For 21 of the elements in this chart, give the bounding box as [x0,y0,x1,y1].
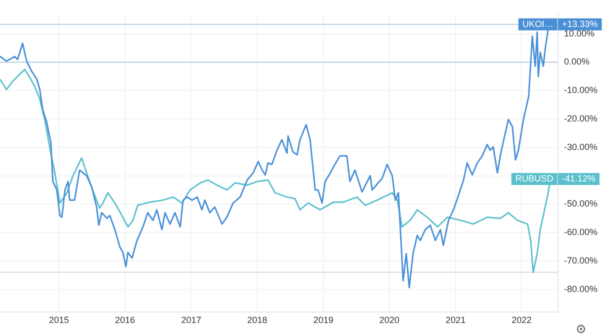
y-tick-label: -20.00% [564,113,598,124]
legend-label: UKOI… [522,18,554,29]
x-tick-label: 2016 [115,314,136,325]
legend-label: RUBUSD [515,173,554,184]
y-tick-label: -60.00% [564,227,598,238]
x-tick-label: 2020 [379,314,400,325]
y-tick-label: -30.00% [564,142,598,152]
annotation: +13.33% [562,18,598,29]
x-tick-label: 2015 [48,314,69,325]
y-tick-label: 10.00% [564,28,595,38]
y-tick-label: -10.00% [564,85,598,96]
x-tick-label: 2018 [247,314,268,325]
y-tick-label: -80.00% [564,284,598,294]
y-tick-label: -70.00% [564,255,598,266]
x-tick-label: 2017 [181,314,202,325]
y-tick-label: 0.00% [564,56,590,67]
y-tick-label: -50.00% [564,198,598,209]
x-tick-label: 2021 [446,314,466,325]
x-tick-label: 2019 [313,314,334,325]
annotation: -41.12% [562,173,596,184]
x-tick-label: 2022 [512,314,532,325]
